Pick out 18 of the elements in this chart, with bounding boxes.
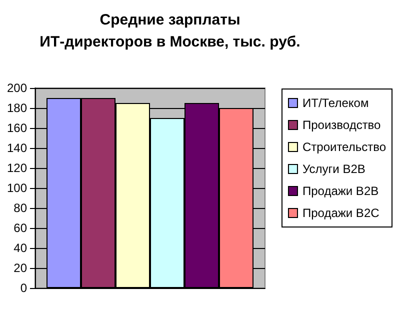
y-tick-label: 40 <box>14 241 28 255</box>
y-tick-label: 20 <box>14 261 28 275</box>
y-tick-label: 100 <box>6 181 28 195</box>
y-tick-label: 0 <box>20 281 28 295</box>
legend-label: ИТ/Телеком <box>302 96 369 110</box>
y-tick-label: 80 <box>14 201 28 215</box>
legend-label: Строительство <box>302 140 386 154</box>
legend-label: Производство <box>302 118 382 132</box>
y-tick-label: 180 <box>6 101 28 115</box>
legend-label: Продажи B2C <box>302 206 380 220</box>
y-tick-label: 140 <box>6 141 28 155</box>
legend-label: Услуги B2B <box>302 162 366 176</box>
chart-title: Средние зарплаты ИТ-директоров в Москве, тыс. руб. <box>40 12 300 50</box>
legend-label: Продажи B2B <box>302 184 379 198</box>
y-tick-label: 160 <box>6 121 28 135</box>
y-tick-label: 60 <box>14 221 28 235</box>
y-tick-label: 200 <box>6 81 28 95</box>
y-tick-label: 120 <box>6 161 28 175</box>
